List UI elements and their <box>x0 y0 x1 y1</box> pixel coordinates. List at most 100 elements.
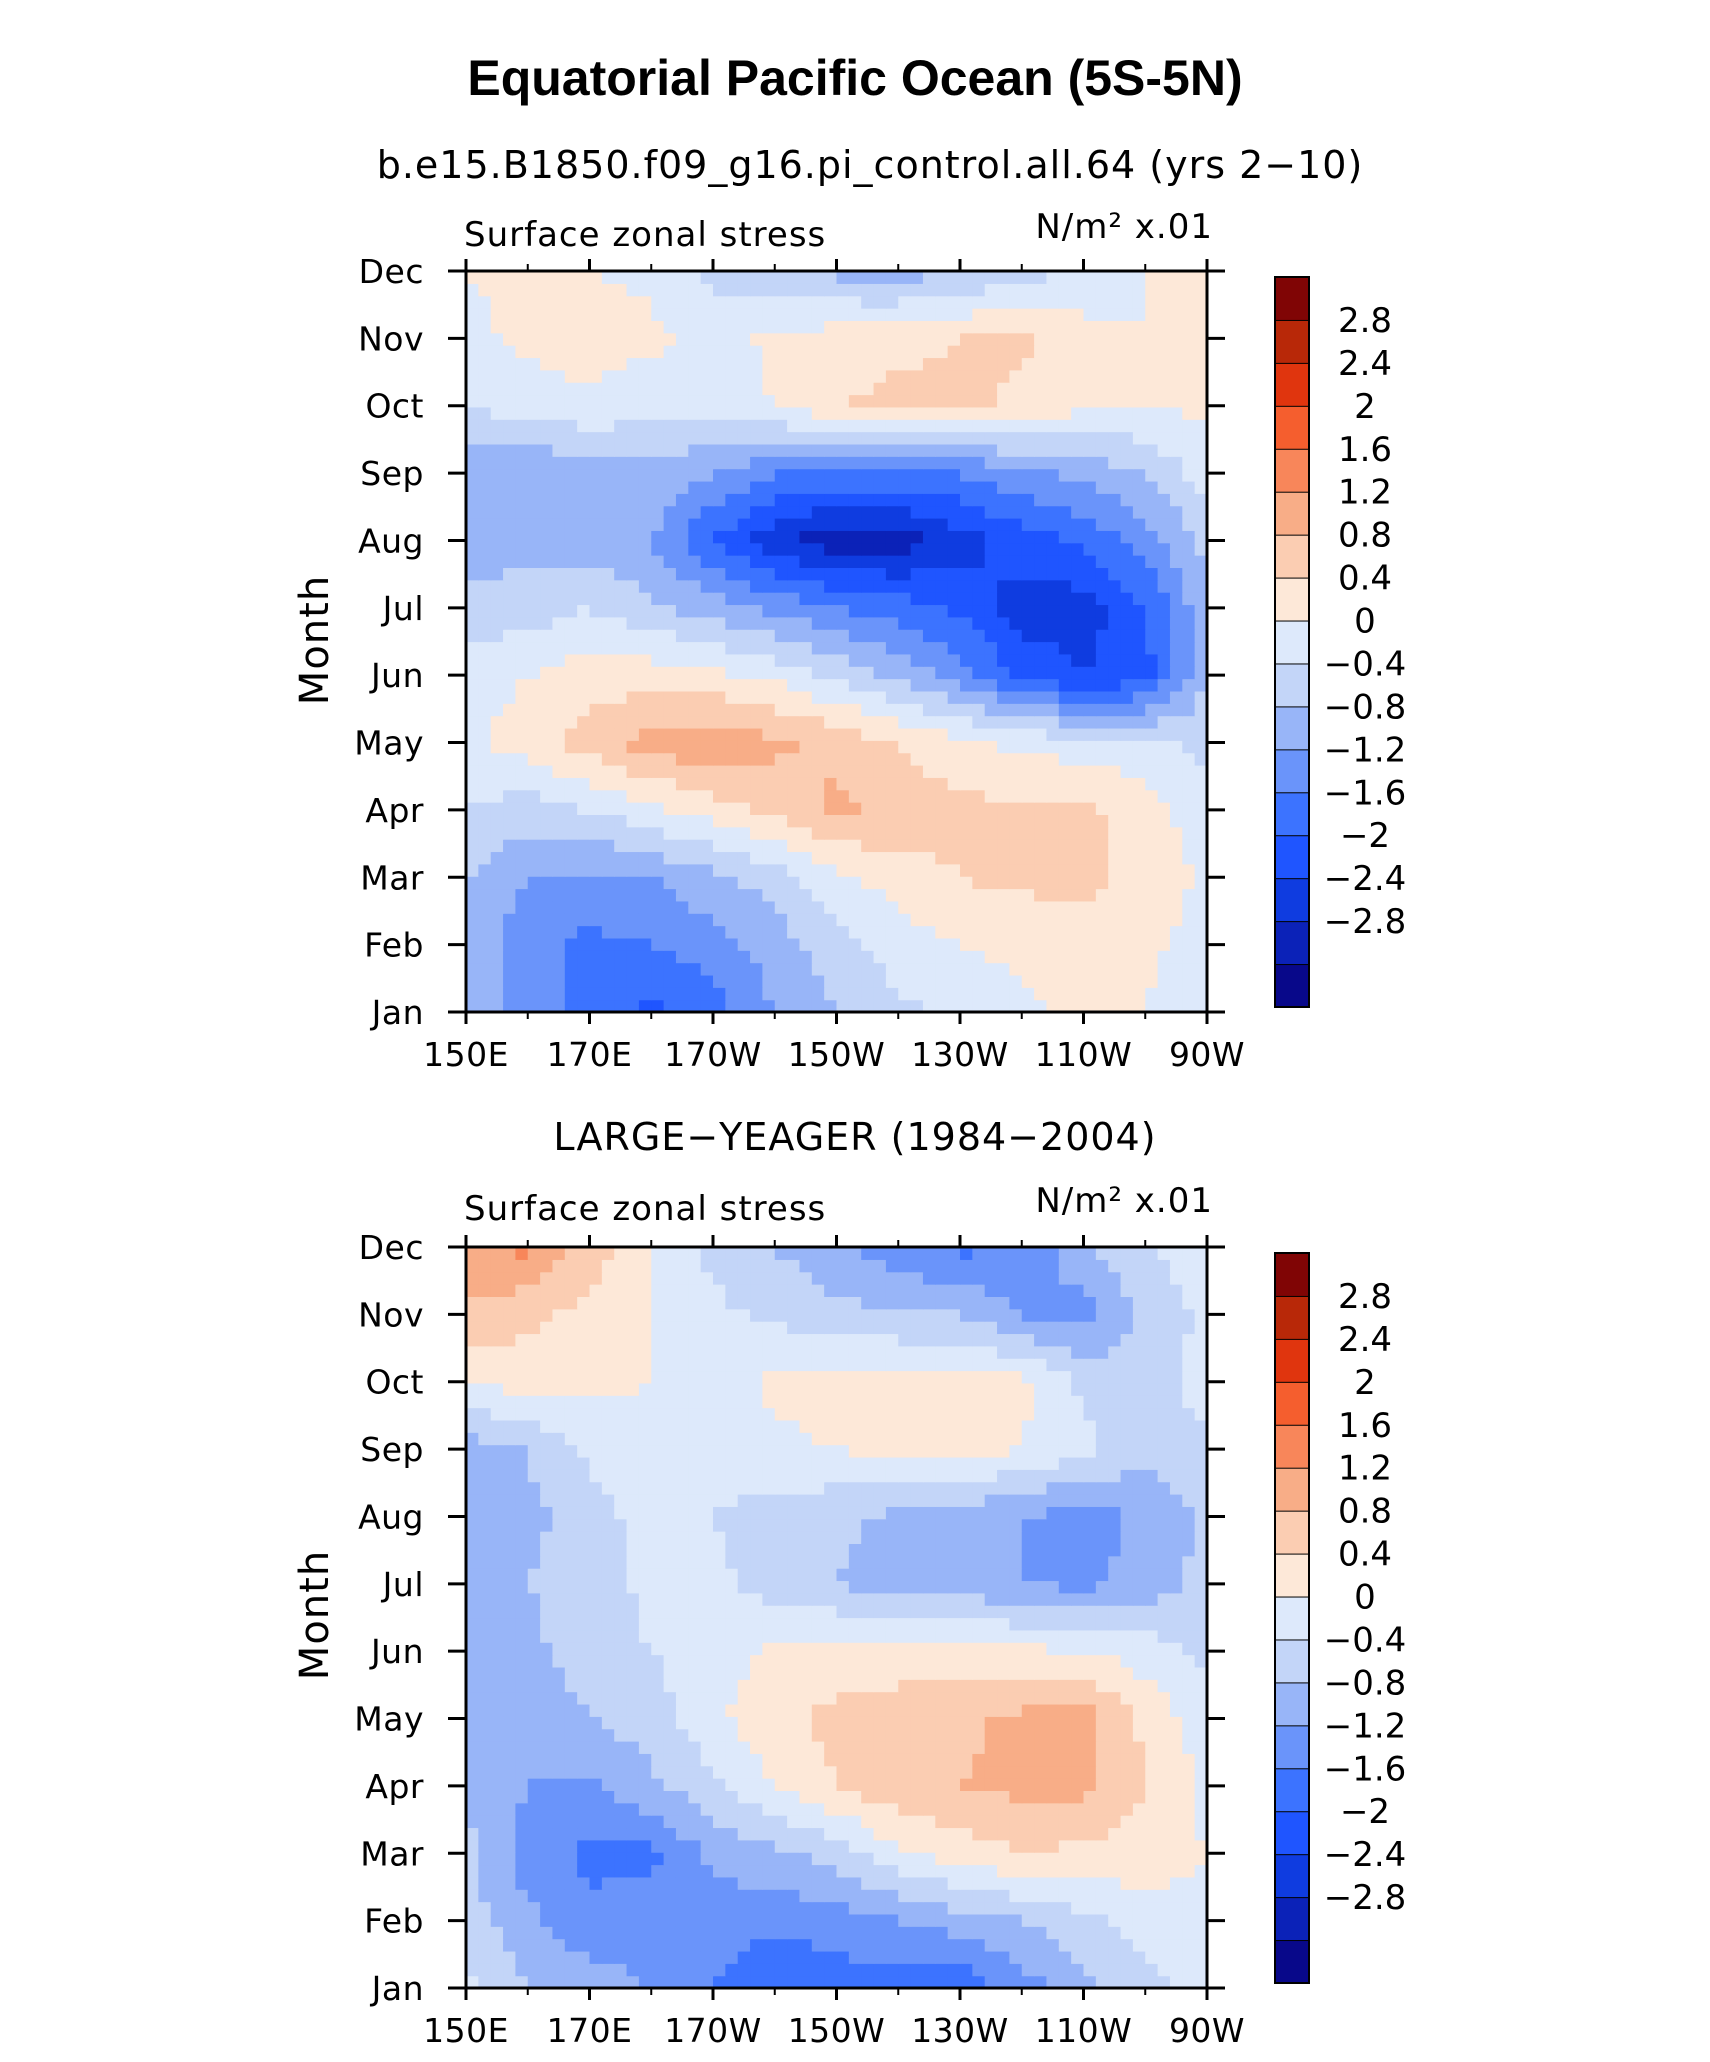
heatmap-cell <box>675 1802 689 1816</box>
heatmap-cell <box>589 555 603 568</box>
heatmap-cell <box>811 505 825 519</box>
heatmap-cell <box>885 727 899 741</box>
heatmap-cell <box>984 777 998 791</box>
heatmap-cell <box>478 765 492 778</box>
heatmap-cell <box>811 851 825 865</box>
heatmap-cell <box>811 1839 825 1853</box>
heatmap-cell <box>490 727 504 741</box>
heatmap-cell <box>1169 1728 1183 1742</box>
heatmap-cell <box>478 1938 492 1952</box>
heatmap-cell <box>750 567 763 581</box>
heatmap-cell <box>762 1876 776 1890</box>
heatmap-cell <box>663 345 677 359</box>
heatmap-cell <box>540 999 554 1013</box>
heatmap-cell <box>713 1975 726 1989</box>
heatmap-cell <box>540 357 554 371</box>
heatmap-cell <box>910 320 924 334</box>
y-tick-label: Feb <box>364 926 424 965</box>
heatmap-cell <box>997 727 1010 741</box>
heatmap-cell <box>1095 1876 1109 1890</box>
heatmap-cell <box>1034 1950 1048 1964</box>
heatmap-cell <box>1157 851 1171 865</box>
heatmap-cell <box>577 999 591 1013</box>
heatmap-cell <box>898 1790 912 1804</box>
heatmap-cell <box>503 345 516 359</box>
heatmap-cell <box>626 1778 640 1791</box>
heatmap-cell <box>799 271 813 284</box>
heatmap-cell <box>997 295 1010 309</box>
heatmap-cell <box>960 369 973 383</box>
heatmap-cell <box>762 1802 776 1816</box>
heatmap-cell <box>811 727 825 741</box>
heatmap-cell <box>700 1753 714 1767</box>
heatmap-cell <box>725 320 739 334</box>
heatmap-cell <box>824 493 838 507</box>
heatmap-cell <box>972 468 986 482</box>
heatmap-cell <box>552 1741 566 1754</box>
heatmap-cell <box>799 480 813 494</box>
heatmap-cell <box>466 1852 479 1866</box>
heatmap-cell <box>589 1876 603 1890</box>
heatmap-cell <box>713 1864 726 1878</box>
heatmap-cell <box>898 900 912 914</box>
heatmap-cell <box>1157 1926 1171 1940</box>
heatmap-cell <box>960 629 973 643</box>
heatmap-cell <box>700 641 714 655</box>
panel-obs: LARGE−YEAGER (1984−2004) Surface zonal s… <box>292 1115 1406 2050</box>
heatmap-cell <box>935 1889 949 1903</box>
heatmap-cell <box>947 1765 961 1779</box>
heatmap-cell <box>713 579 726 593</box>
heatmap-cell <box>1083 530 1097 544</box>
heatmap-cell <box>1157 703 1171 717</box>
heatmap-cell <box>947 789 961 803</box>
heatmap-cell <box>540 1753 554 1767</box>
heatmap-cell <box>540 616 554 630</box>
heatmap-cell <box>1182 678 1196 692</box>
heatmap-cell <box>540 1889 554 1903</box>
heatmap-cell <box>885 518 899 531</box>
heatmap-cell <box>836 1938 850 1952</box>
heatmap-cell <box>885 703 899 717</box>
heatmap-cell <box>861 900 875 914</box>
heatmap-cell <box>1095 715 1109 729</box>
heatmap-cell <box>799 1864 813 1878</box>
heatmap-cell <box>478 777 492 791</box>
heatmap-cell <box>811 1864 825 1878</box>
heatmap-cell <box>861 555 875 568</box>
heatmap-cell <box>663 974 677 988</box>
heatmap-cell <box>1108 1926 1122 1940</box>
heatmap-cell <box>873 1901 887 1915</box>
heatmap-cell <box>1182 1753 1196 1767</box>
heatmap-cell <box>540 419 554 433</box>
heatmap-cell <box>972 345 986 359</box>
heatmap-cell <box>1021 888 1035 902</box>
heatmap-cell <box>1120 1913 1134 1927</box>
heatmap-cell <box>1058 332 1072 346</box>
colorbar-box <box>1274 620 1310 665</box>
heatmap-cell <box>515 369 529 383</box>
heatmap-cell <box>1169 542 1183 556</box>
heatmap-cell <box>564 419 578 433</box>
heatmap-cell <box>1108 629 1122 643</box>
heatmap-cell <box>688 876 702 890</box>
heatmap-cell <box>799 592 813 606</box>
heatmap-cell <box>997 493 1010 507</box>
heatmap-cell <box>1009 357 1023 371</box>
heatmap-cell <box>787 1815 801 1829</box>
heatmap-cell <box>614 271 628 284</box>
heatmap-cell <box>601 703 615 717</box>
heatmap-cell <box>1095 962 1109 976</box>
heatmap-cell <box>589 826 603 840</box>
heatmap-cell <box>552 555 566 568</box>
heatmap-cell <box>638 1716 652 1730</box>
heatmap-cell <box>1108 530 1122 544</box>
heatmap-cell <box>935 406 949 420</box>
heatmap-cell <box>824 431 838 445</box>
heatmap-cell <box>601 1790 615 1804</box>
heatmap-cell <box>675 1852 689 1866</box>
heatmap-cell <box>1194 1765 1208 1779</box>
heatmap-cell <box>922 814 936 828</box>
heatmap-cell <box>626 690 640 704</box>
heatmap-cell <box>601 962 615 976</box>
heatmap-cell <box>972 629 986 643</box>
